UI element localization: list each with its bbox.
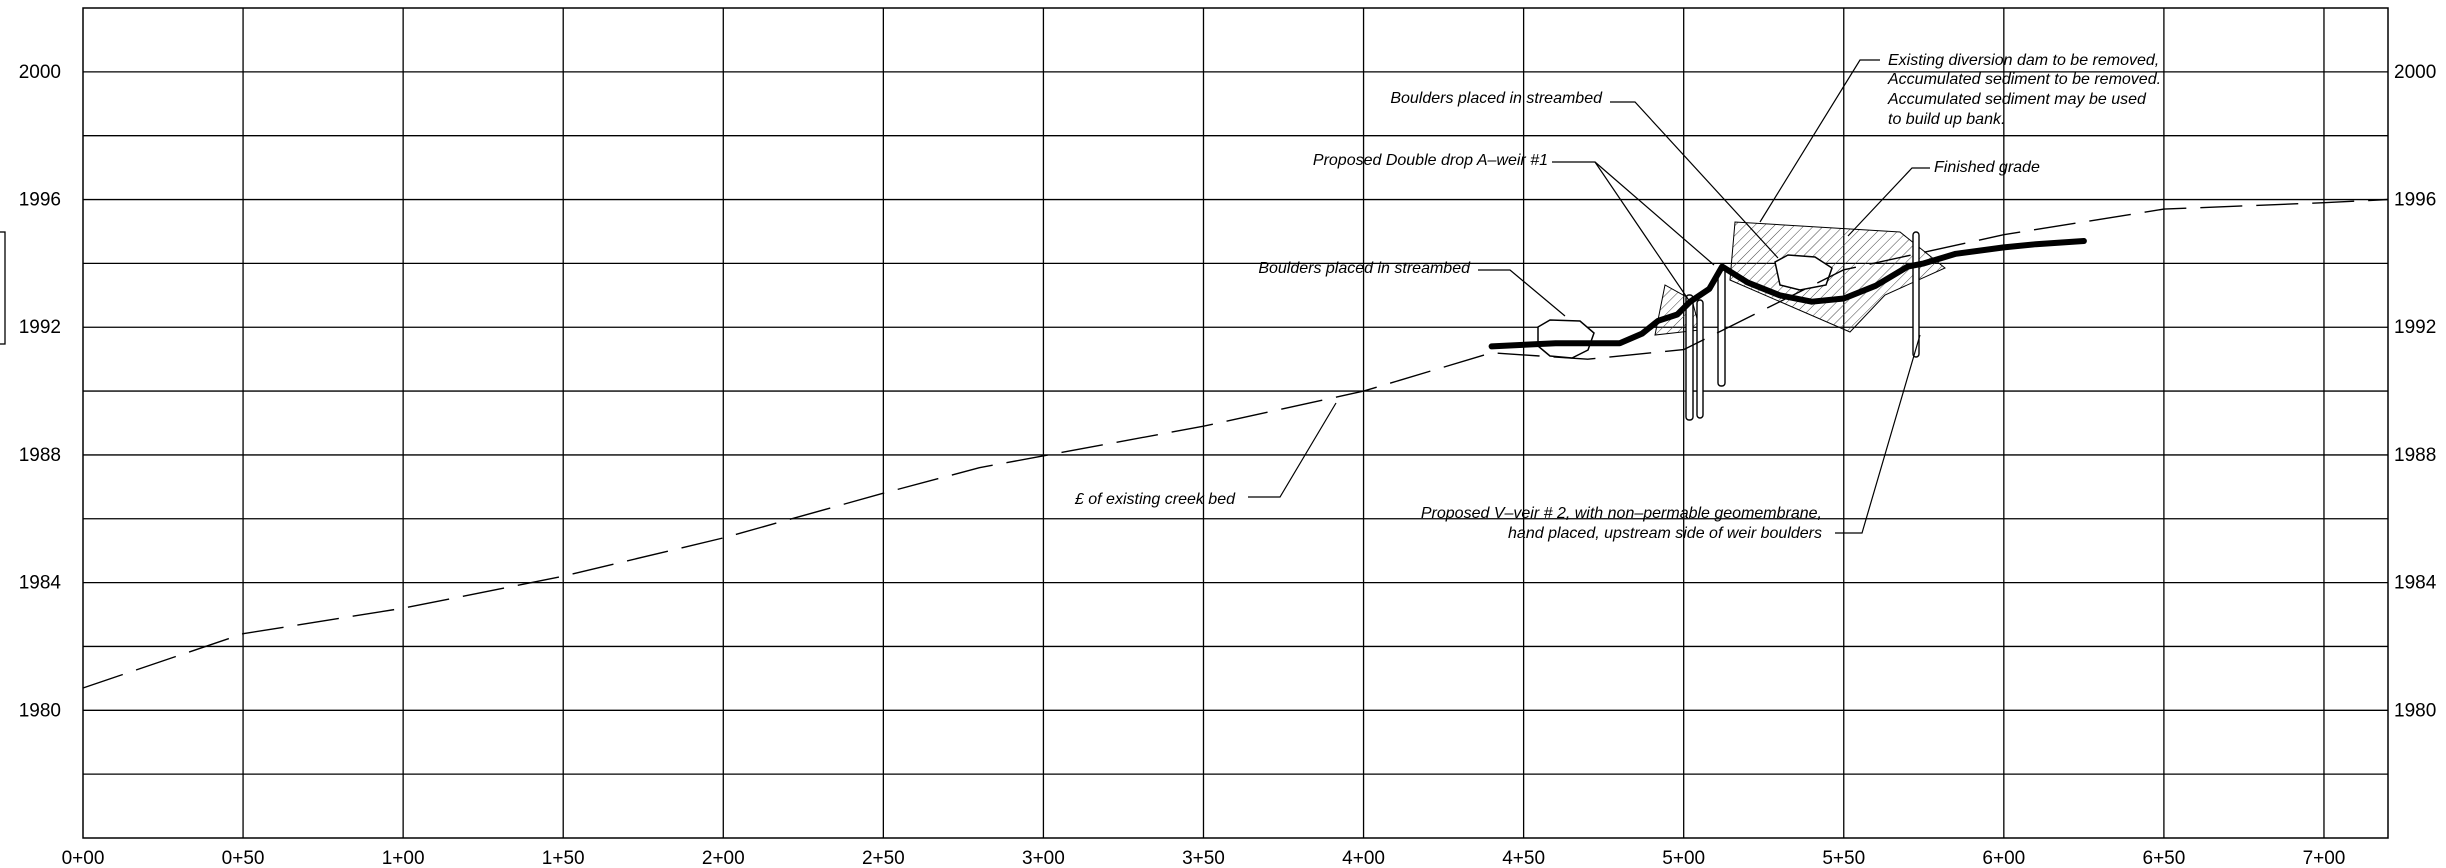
y-tick-label-left: 2000 xyxy=(19,62,61,83)
x-tick-label: 1+00 xyxy=(382,848,425,868)
annotation-weir-1: Proposed Double drop A–weir #1 xyxy=(1313,152,1548,169)
y-tick-label-right: 1980 xyxy=(2394,700,2436,721)
annotation-dam-1: Existing diversion dam to be removed, xyxy=(1888,52,2159,69)
annotation-boulders-upper: Boulders placed in streambed xyxy=(1390,90,1603,107)
annotation-weir-2-line2: hand placed, upstream side of weir bould… xyxy=(1508,525,1822,542)
y-tick-label-right: 1984 xyxy=(2394,573,2437,594)
x-tick-label: 4+00 xyxy=(1342,848,1385,868)
x-tick-label: 6+00 xyxy=(1982,848,2025,868)
leader-line xyxy=(1478,269,1566,317)
x-tick-label: 3+00 xyxy=(1022,848,1065,868)
hatched-regions xyxy=(1537,221,1946,359)
leader-line xyxy=(1594,161,1715,266)
x-tick-label: 5+00 xyxy=(1662,848,1705,868)
annotation-dam-4: to build up bank. xyxy=(1888,111,2005,128)
annotation-creek-bed: £ of existing creek bed xyxy=(1074,491,1236,508)
plot-frame xyxy=(82,7,2389,839)
boulder-lower xyxy=(1537,319,1595,359)
existing-creek-bed-line xyxy=(82,198,2389,689)
x-tick-label: 7+00 xyxy=(2303,848,2346,868)
annotation-weir-2-line1: Proposed V–veir # 2, with non–permable g… xyxy=(1421,505,1822,522)
leader-line xyxy=(1552,161,1691,303)
x-tick-label: 6+50 xyxy=(2143,848,2186,868)
profile-series xyxy=(82,198,2389,689)
annotation-dam-2: Accumulated sediment to be removed. xyxy=(1887,71,2161,88)
y-tick-label-right: 1988 xyxy=(2394,445,2436,466)
weir-post xyxy=(1717,267,1726,387)
annotation-boulders-lower: Boulders placed in streambed xyxy=(1258,260,1471,277)
x-tick-label: 1+50 xyxy=(542,848,585,868)
proposed-grade-line xyxy=(1488,238,2087,350)
x-tick-label: 2+50 xyxy=(862,848,905,868)
y-tick-label-left: 1992 xyxy=(19,317,61,338)
x-tick-label: 5+50 xyxy=(1822,848,1865,868)
y-axis-ticks: 1980 1980 1984 1984 1988 1988 1992 1992 1996 1996… xyxy=(19,62,2437,721)
y-tick-label-right: 1992 xyxy=(2394,317,2436,338)
leader-line xyxy=(1248,402,1337,498)
leader-lines xyxy=(1248,59,1930,534)
hatched-sediment-region xyxy=(1729,221,1946,333)
weir-posts xyxy=(1685,231,1920,421)
x-tick-label: 2+00 xyxy=(702,848,745,868)
annotation-finished-grade: Finished grade xyxy=(1934,159,2040,176)
weir-post xyxy=(1685,294,1694,421)
weir-post xyxy=(1696,299,1704,419)
y-tick-label-left: 1984 xyxy=(19,573,62,594)
leader-line xyxy=(1610,101,1779,259)
y-tick-label-left: 1996 xyxy=(19,190,61,211)
y-tick-label-left: 1980 xyxy=(19,700,61,721)
edge-box xyxy=(0,231,6,345)
x-tick-label: 3+50 xyxy=(1182,848,1225,868)
x-tick-label: 0+50 xyxy=(222,848,265,868)
leader-line xyxy=(1835,334,1921,534)
y-tick-label-right: 1996 xyxy=(2394,190,2436,211)
annotation-dam-3: Accumulated sediment may be used xyxy=(1887,91,2147,108)
y-tick-label-left: 1988 xyxy=(19,445,61,466)
weir-post xyxy=(1912,231,1920,358)
x-tick-label: 0+00 xyxy=(62,848,105,868)
y-tick-label-right: 2000 xyxy=(2394,62,2436,83)
grid xyxy=(83,8,2388,838)
leader-line xyxy=(1847,167,1930,237)
x-axis-ticks: 0+00 0+50 1+00 1+50 2+00 2+50 3+00 3+50 4+00 4+50… xyxy=(62,848,2346,868)
annotations: Existing diversion dam to be removed, Ac… xyxy=(1074,52,2161,542)
leader-line xyxy=(1759,59,1880,223)
x-tick-label: 4+50 xyxy=(1502,848,1545,868)
